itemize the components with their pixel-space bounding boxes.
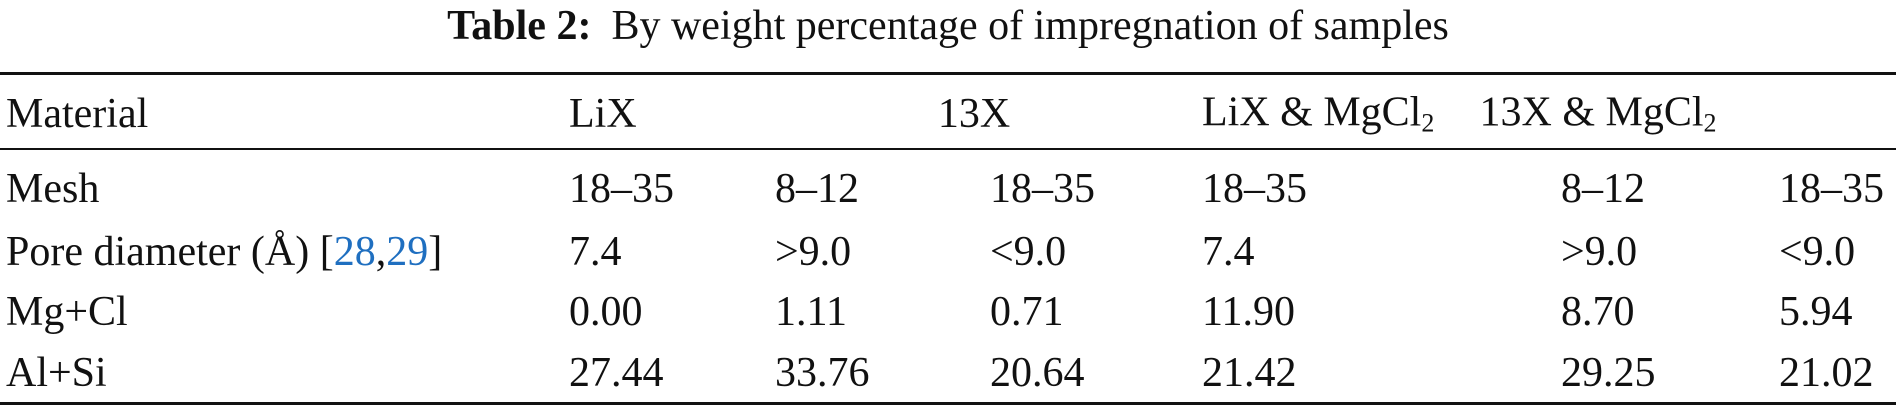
- header-cell: 13X: [938, 93, 1010, 135]
- row-label: Al+Si: [6, 352, 107, 394]
- header-cell: Material: [6, 93, 148, 135]
- row-label: Mg+Cl: [6, 291, 128, 333]
- header-text: LiX: [569, 91, 637, 137]
- header-text: 13X & MgCl: [1479, 89, 1704, 136]
- header-cell: 13X & MgCl2: [1479, 92, 1716, 137]
- table-cell: 18–35: [1779, 166, 1884, 212]
- reference-link[interactable]: 28: [333, 229, 376, 275]
- header-text: LiX & MgCl: [1202, 89, 1422, 136]
- table-cell: 29.25: [1561, 350, 1656, 396]
- header-subscript: 2: [1703, 108, 1717, 138]
- table-cell: 7.4: [1202, 229, 1255, 275]
- table-cell: 0.71: [990, 289, 1064, 335]
- caption-label: Table 2:: [447, 3, 592, 49]
- table-cell: 8–12: [775, 166, 859, 212]
- row-label: Pore diameter (Å) [28,29]: [6, 231, 442, 273]
- label-text: Mg+Cl: [6, 289, 128, 335]
- mid-rule: [0, 148, 1896, 150]
- reference-link[interactable]: 29: [386, 229, 429, 275]
- table-cell: 33.76: [775, 350, 870, 396]
- table-cell: 5.94: [1779, 289, 1853, 335]
- row-label: Mesh: [6, 168, 99, 210]
- table-cell: 27.44: [569, 350, 664, 396]
- table-cell: 8.70: [1561, 289, 1635, 335]
- table-caption: Table 2: By weight percentage of impregna…: [0, 5, 1896, 47]
- label-text: Al+Si: [6, 350, 107, 396]
- header-cell: LiX & MgCl2: [1202, 92, 1434, 137]
- top-rule: [0, 72, 1896, 75]
- table-cell: 8–12: [1561, 166, 1645, 212]
- table-cell: <9.0: [990, 229, 1067, 275]
- table-cell: 0.00: [569, 289, 643, 335]
- table-cell: 18–35: [569, 166, 674, 212]
- table-cell: 18–35: [990, 166, 1095, 212]
- table-cell: 21.02: [1779, 350, 1874, 396]
- bottom-rule: [0, 402, 1896, 405]
- table-cell: <9.0: [1779, 229, 1856, 275]
- table-cell: 7.4: [569, 229, 622, 275]
- label-text: Pore diameter (Å) [: [6, 229, 334, 275]
- table-cell: >9.0: [775, 229, 852, 275]
- table-cell: >9.0: [1561, 229, 1638, 275]
- table-cell: 20.64: [990, 350, 1085, 396]
- header-text: 13X: [937, 91, 1011, 137]
- header-cell: LiX: [569, 93, 637, 135]
- table-cell: 18–35: [1202, 166, 1307, 212]
- header-text: Material: [6, 91, 149, 137]
- label-text: Mesh: [6, 166, 100, 212]
- table-cell: 11.90: [1202, 289, 1295, 335]
- label-text: ]: [428, 229, 443, 275]
- table-cell: 1.11: [775, 289, 847, 335]
- header-subscript: 2: [1421, 108, 1435, 138]
- label-text: ,: [375, 229, 387, 275]
- caption-text: By weight percentage of impregnation of …: [611, 3, 1449, 49]
- table-cell: 21.42: [1202, 350, 1297, 396]
